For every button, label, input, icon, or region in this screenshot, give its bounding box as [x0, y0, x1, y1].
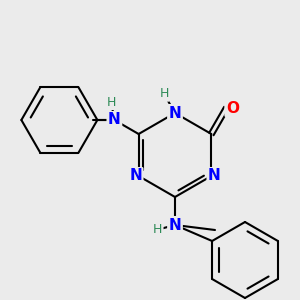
Text: N: N: [108, 112, 121, 128]
Text: H: H: [159, 87, 169, 101]
Text: N: N: [208, 169, 221, 184]
Text: O: O: [226, 100, 239, 116]
Text: N: N: [129, 169, 142, 184]
Text: H: H: [153, 223, 162, 236]
Text: H: H: [106, 96, 116, 109]
Text: N: N: [169, 106, 182, 121]
Text: N: N: [169, 218, 182, 232]
